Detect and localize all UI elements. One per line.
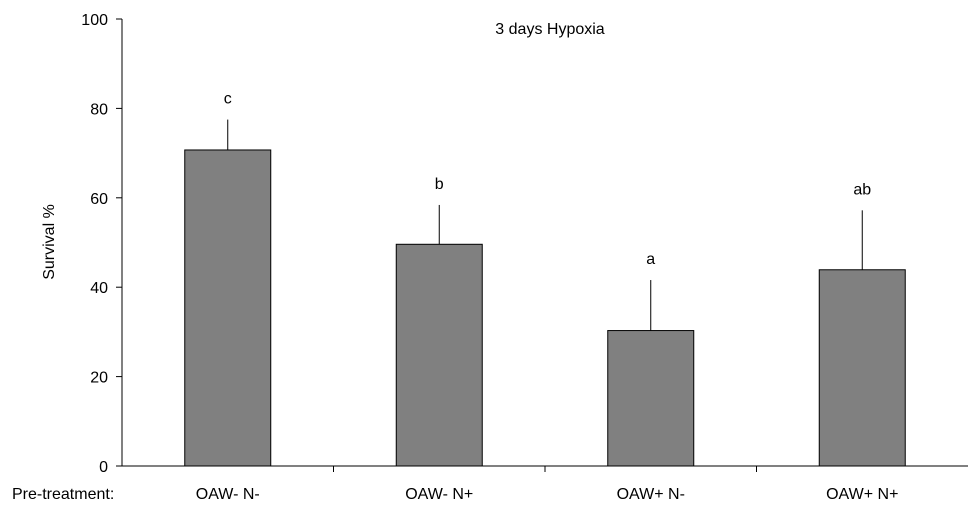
y-tick-label: 100 (81, 12, 108, 29)
y-tick-label: 80 (90, 101, 108, 118)
bar (395, 243, 483, 467)
significance-label: a (646, 251, 655, 268)
significance-label: c (224, 91, 232, 108)
x-tick-label: OAW+ N+ (826, 486, 898, 503)
labels: 0 20 40 60 80 100 c OAW- N-b OAW- N+ a OAW+ N-ab OA… (81, 12, 898, 503)
y-tick-label: 0 (99, 459, 108, 476)
bar (184, 149, 272, 467)
x-tick-label: OAW- N+ (405, 486, 473, 503)
chart-title: 3 days Hypoxia (495, 21, 604, 38)
y-axis-label: Survival % (41, 204, 58, 280)
significance-label: ab (853, 181, 871, 198)
x-tick-label: OAW+ N- (617, 486, 685, 503)
x-tick-label: OAW- N- (196, 486, 260, 503)
bars (184, 119, 906, 467)
x-axis-label: Pre-treatment: (12, 486, 114, 503)
significance-label: b (435, 176, 444, 193)
y-tick-label: 40 (90, 280, 108, 297)
bar (607, 330, 695, 467)
y-tick-label: 20 (90, 370, 108, 387)
bar (818, 269, 906, 467)
y-tick-label: 60 (90, 191, 108, 208)
